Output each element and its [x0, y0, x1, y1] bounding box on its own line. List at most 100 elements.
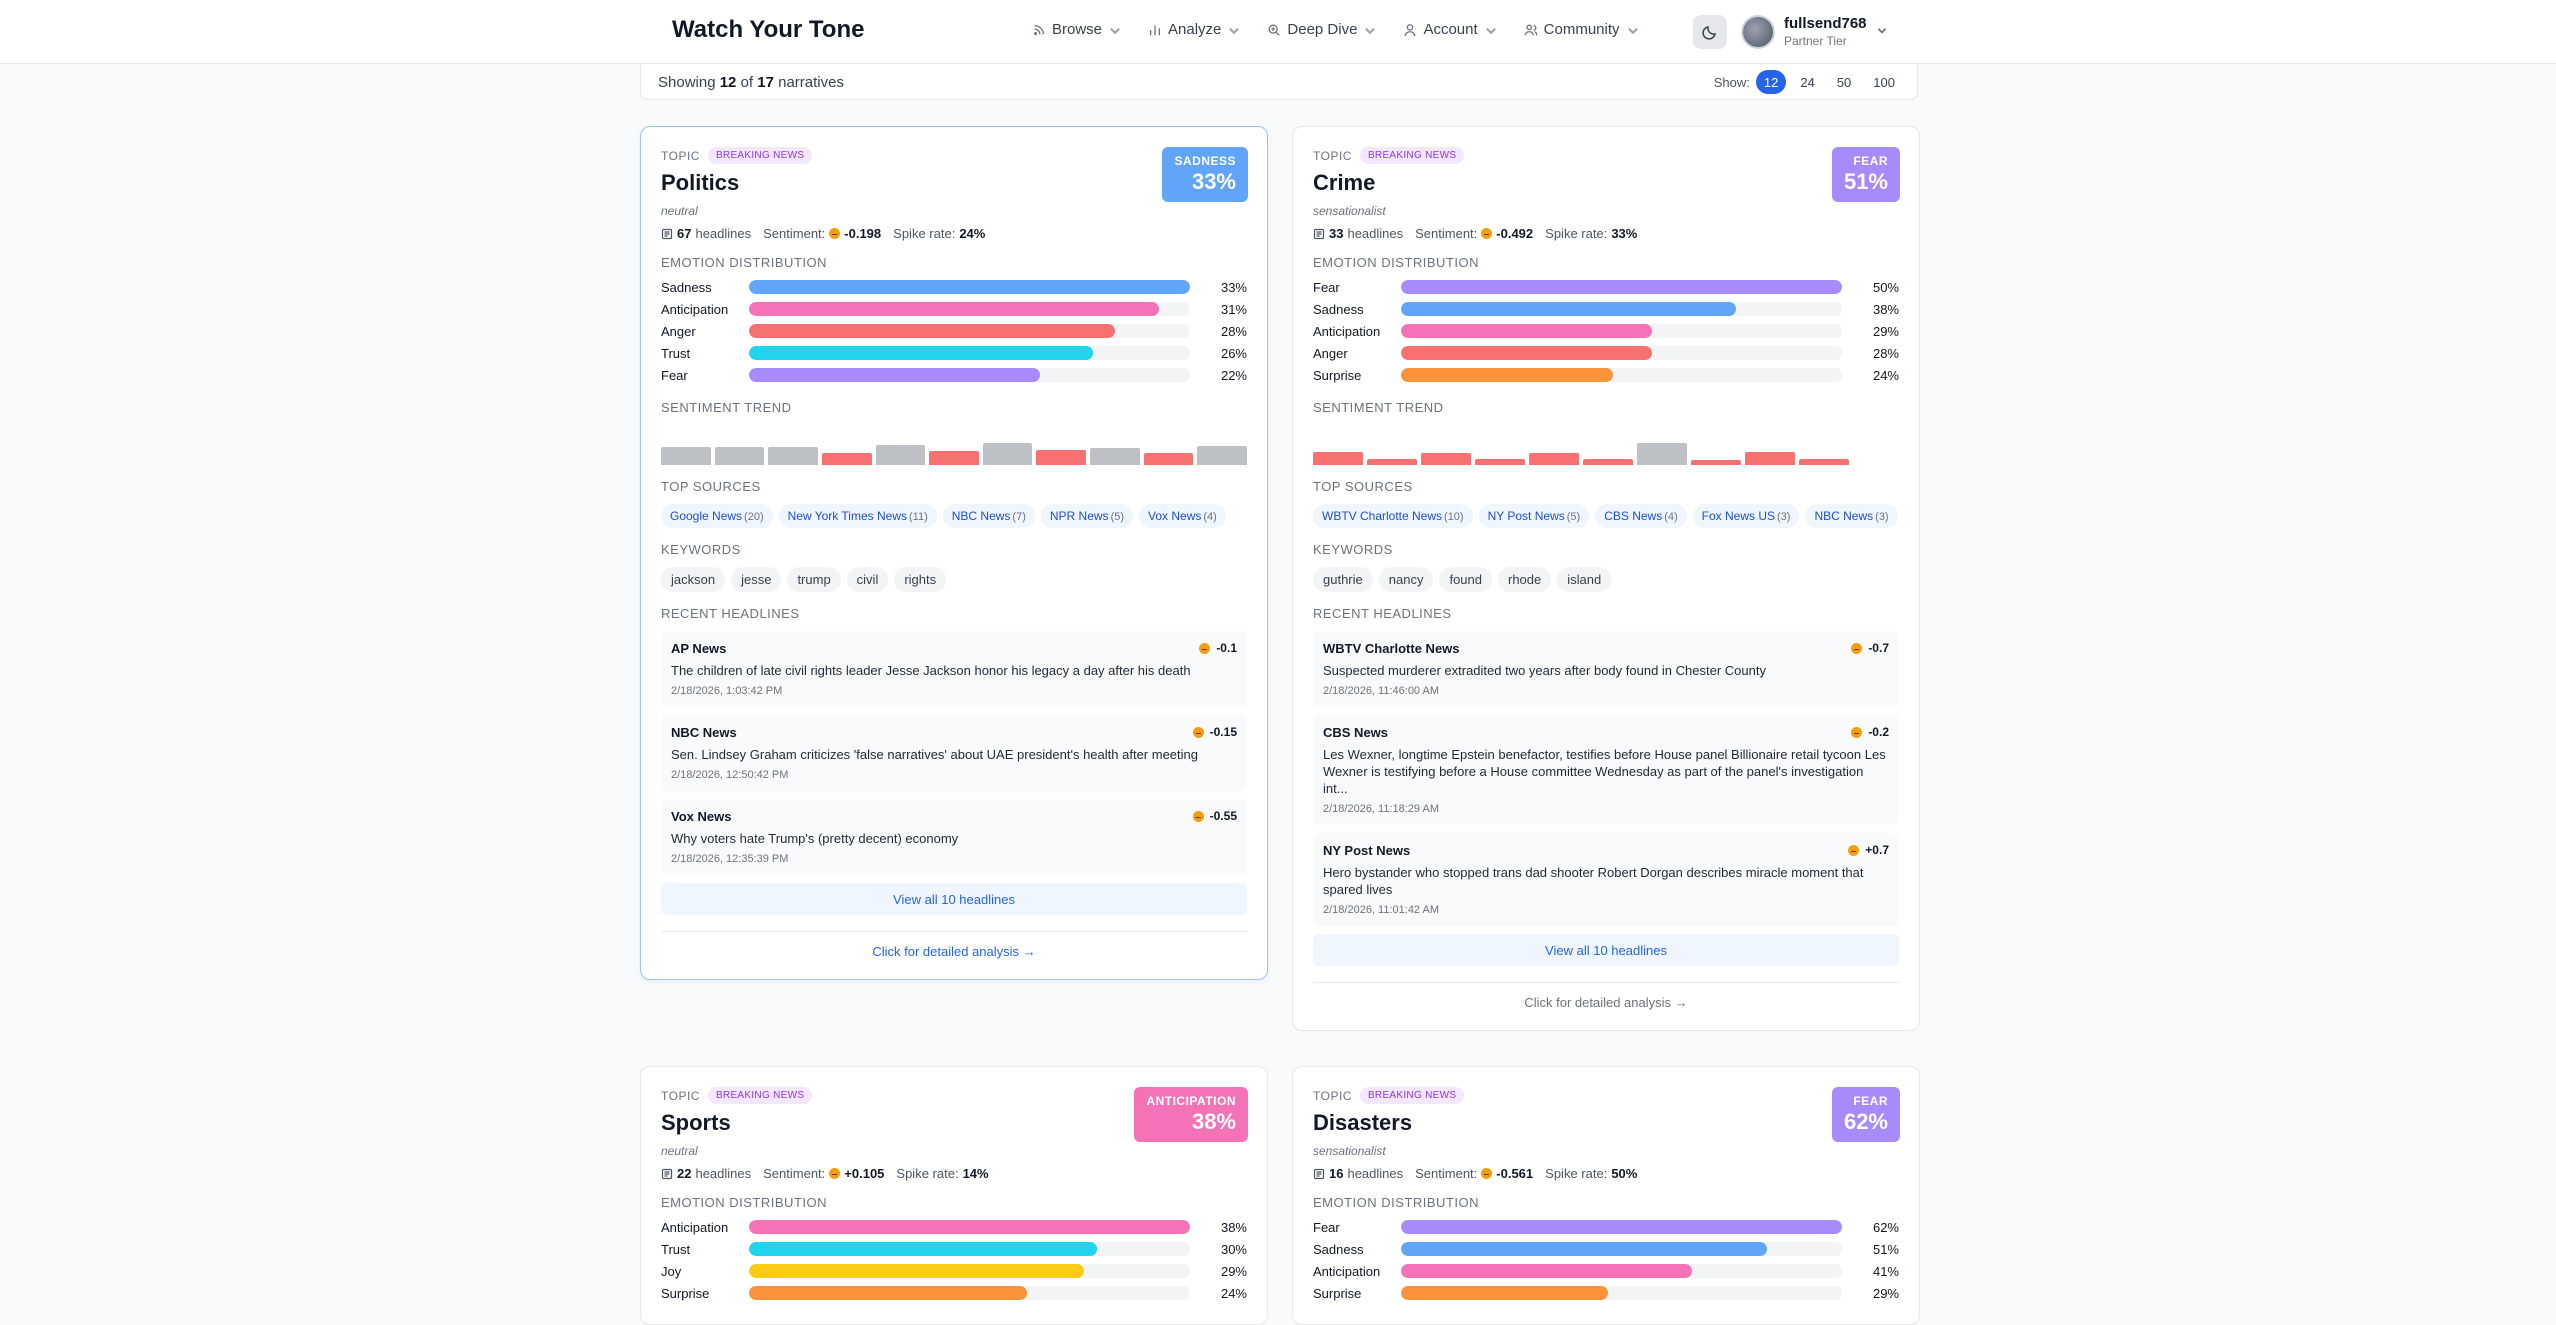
trend-bar[interactable] [768, 447, 818, 465]
headline-item[interactable]: WBTV Charlotte News -0.7 Suspected murdere… [1313, 631, 1899, 707]
trend-bar[interactable] [1090, 448, 1140, 465]
face-icon [1848, 844, 1860, 856]
emotion-row: Anticipation 41% [1313, 1260, 1899, 1282]
source-name: Google News [670, 509, 743, 523]
main-nav: Browse Analyze Deep Dive Account Communi… [1032, 21, 1640, 38]
source-chip[interactable]: New York Times News (11) [778, 504, 937, 528]
trend-bar[interactable] [1637, 443, 1687, 465]
source-count: (4) [1664, 511, 1678, 523]
trend-bar[interactable] [1745, 452, 1795, 465]
headline-title: Why voters hate Trump's (pretty decent) … [671, 831, 959, 846]
keyword-chip[interactable]: guthrie [1313, 567, 1373, 592]
source-chip[interactable]: Vox News (4) [1139, 504, 1226, 528]
narrative-card[interactable]: TOPIC BREAKING NEWS Crime sensationalist… [1292, 126, 1920, 1031]
chevron-down-icon[interactable] [1876, 24, 1888, 36]
headline-source: WBTV Charlotte News [1323, 641, 1460, 656]
keyword-chip[interactable]: civil [846, 567, 889, 592]
trend-bar[interactable] [821, 453, 872, 465]
keyword-chip[interactable]: trump [787, 567, 841, 592]
breaking-news-badge: BREAKING NEWS [707, 147, 813, 164]
narrative-card[interactable]: TOPIC BREAKING NEWS Politics neutral 67 … [640, 126, 1268, 980]
view-all-headlines-button[interactable]: View all 10 headlines [1313, 934, 1899, 966]
sentiment-label: Sentiment: [763, 226, 826, 241]
user-name[interactable]: fullsend768 [1784, 15, 1867, 32]
source-chip[interactable]: Fox News US (3) [1692, 504, 1800, 528]
keyword-chip[interactable]: nancy [1378, 567, 1434, 592]
source-chip[interactable]: CBS News (4) [1595, 504, 1687, 528]
emotion-pct: 30% [1220, 1241, 1247, 1257]
newspaper-icon [661, 1168, 673, 1179]
trend-bar[interactable] [1475, 459, 1525, 465]
trend-bar[interactable] [875, 445, 926, 465]
source-chip[interactable]: NBC News (7) [942, 504, 1035, 528]
trend-bar[interactable] [1421, 453, 1471, 465]
nav-community[interactable]: Community [1524, 21, 1640, 38]
source-chip[interactable]: Google News (20) [661, 504, 773, 528]
zoom-icon [1268, 24, 1281, 36]
per-page-option[interactable]: 50 [1836, 74, 1852, 90]
headline-item[interactable]: Vox News -0.55 Why voters hate Trump's (pr… [661, 799, 1247, 875]
spike-label: Spike rate: [1545, 1166, 1608, 1181]
per-page-option[interactable]: 12 [1755, 70, 1787, 94]
trend-bar[interactable] [1529, 453, 1579, 465]
emotion-row: Fear 22% [661, 364, 1247, 386]
detailed-analysis-link[interactable]: Click for detailed analysis → [661, 931, 1247, 959]
emotion-bar-fill [1401, 302, 1737, 316]
per-page-option[interactable]: 100 [1873, 74, 1895, 90]
trend-bar[interactable] [929, 451, 979, 465]
nav-analyze[interactable]: Analyze [1148, 21, 1241, 38]
headline-item[interactable]: AP News -0.1 The children of late civil ri… [661, 631, 1247, 707]
view-all-headlines-button[interactable]: View all 10 headlines [661, 883, 1247, 915]
dominant-emotion-value: 33% [1191, 169, 1236, 194]
headlines-word: headlines [695, 226, 752, 241]
detailed-analysis-link[interactable]: Click for detailed analysis → [1313, 982, 1899, 1010]
emotion-row: Fear 50% [1313, 276, 1899, 298]
keyword-chip[interactable]: rhode [1498, 567, 1552, 592]
trend-bar[interactable] [1691, 460, 1741, 465]
trend-bar[interactable] [982, 443, 1033, 465]
topic-row: TOPIC BREAKING NEWS [661, 147, 1247, 164]
chevron-down-icon [1365, 27, 1376, 34]
headline-item[interactable]: CBS News -0.2 Les Wexner, longtime Epstein… [1313, 715, 1899, 825]
trend-bar[interactable] [1036, 450, 1087, 465]
avatar[interactable] [1741, 15, 1775, 49]
trend-bar[interactable] [661, 447, 711, 465]
nav-browse[interactable]: Browse [1032, 21, 1122, 38]
trend-bar[interactable] [1313, 452, 1363, 465]
source-name: CBS News [1604, 509, 1663, 523]
trend-bar[interactable] [1143, 453, 1194, 465]
narrative-card[interactable]: TOPIC BREAKING NEWS Sports neutral 22 he… [640, 1066, 1268, 1325]
source-count: (3) [1875, 511, 1889, 523]
keyword-chip[interactable]: jackson [661, 567, 726, 592]
trend-bar[interactable] [1367, 459, 1417, 465]
trend-bar[interactable] [714, 447, 765, 465]
emotion-bar-track [1401, 346, 1842, 360]
keyword-chip[interactable]: found [1439, 567, 1492, 592]
nav-deep-dive[interactable]: Deep Dive [1267, 21, 1377, 38]
source-chip[interactable]: NBC News (3) [1805, 504, 1898, 528]
trend-bar[interactable] [1799, 459, 1849, 465]
keyword-chip[interactable]: rights [894, 567, 947, 592]
emotion-bar-track [749, 368, 1190, 382]
emotion-distribution-label: EMOTION DISTRIBUTION [661, 255, 827, 270]
narrative-card[interactable]: TOPIC BREAKING NEWS Disasters sensationa… [1292, 1066, 1920, 1325]
per-page-selector: Show: 12 24 50 100 [1714, 70, 1903, 94]
source-chip[interactable]: NPR News (5) [1040, 504, 1134, 528]
brand-logo[interactable]: Watch Your Tone [672, 16, 865, 43]
trend-bar[interactable] [1197, 446, 1248, 465]
source-chip[interactable]: WBTV Charlotte News (10) [1313, 504, 1473, 528]
source-list: Google News (20) New York Times News (11) NB… [661, 504, 1247, 528]
emotion-row: Sadness 38% [1313, 298, 1899, 320]
headline-item[interactable]: NBC News -0.15 Sen. Lindsey Graham critici… [661, 715, 1247, 791]
per-page-option[interactable]: 24 [1800, 74, 1815, 90]
dominant-emotion-name: ANTICIPATION [1146, 1094, 1236, 1108]
nav-account[interactable]: Account [1403, 21, 1497, 38]
keyword-chip[interactable]: jesse [731, 567, 782, 592]
headline-item[interactable]: NY Post News +0.7 Hero bystander who stopp… [1313, 833, 1899, 926]
theme-toggle-button[interactable] [1693, 15, 1727, 49]
keyword-chip[interactable]: island [1557, 567, 1612, 592]
source-chip[interactable]: NY Post News (5) [1478, 504, 1590, 528]
tone-label: neutral [661, 1144, 698, 1158]
emotion-list: Fear 50% Sadness 38% Anticipation 29% Anger 28%… [1313, 276, 1899, 386]
trend-bar[interactable] [1583, 459, 1633, 465]
